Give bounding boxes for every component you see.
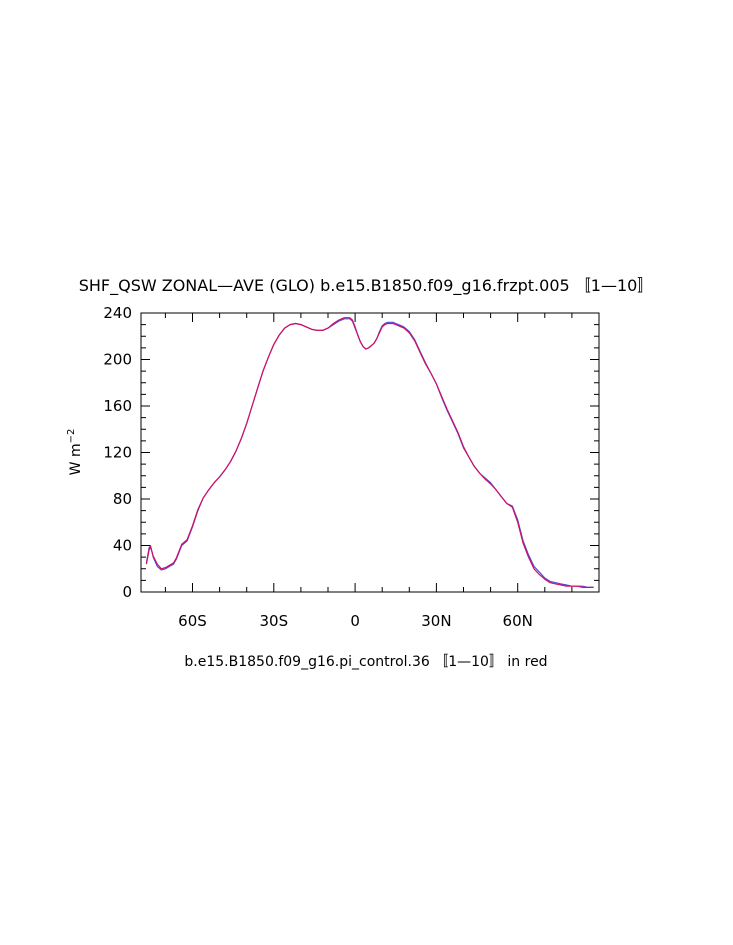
x-axis: 60S 30S 0 30N 60N (164, 313, 573, 630)
x-tick-label: 60S (178, 612, 207, 630)
y-axis-label-unit: W m (68, 443, 84, 475)
x-tick-label: 0 (350, 612, 360, 630)
series-line-1 (145, 318, 594, 589)
y-axis-label: W m−2 (66, 429, 84, 476)
plot-frame (140, 312, 600, 593)
y-tick-label: 160 (103, 397, 132, 415)
y-axis-label-exponent: −2 (66, 429, 77, 444)
y-tick-label: 200 (103, 351, 132, 369)
chart-caption: b.e15.B1850.f09_g16.pi_control.36 〚1—10〛… (184, 654, 547, 670)
y-axis: 0 40 80 120 160 200 240 (103, 304, 599, 601)
y-tick-label: 0 (122, 583, 132, 601)
y-tick-label: 80 (113, 490, 132, 508)
y-tick-label: 240 (103, 304, 132, 322)
chart-title: SHF_QSW ZONAL—AVE (GLO) b.e15.B1850.f09_… (79, 276, 654, 296)
x-tick-label: 30S (259, 612, 288, 630)
series-line-2 (145, 317, 594, 589)
x-tick-label: 60N (503, 612, 533, 630)
x-tick-label: 30N (421, 612, 451, 630)
plot-lines (145, 317, 594, 589)
y-tick-label: 120 (103, 444, 132, 462)
y-tick-label: 40 (113, 537, 132, 555)
